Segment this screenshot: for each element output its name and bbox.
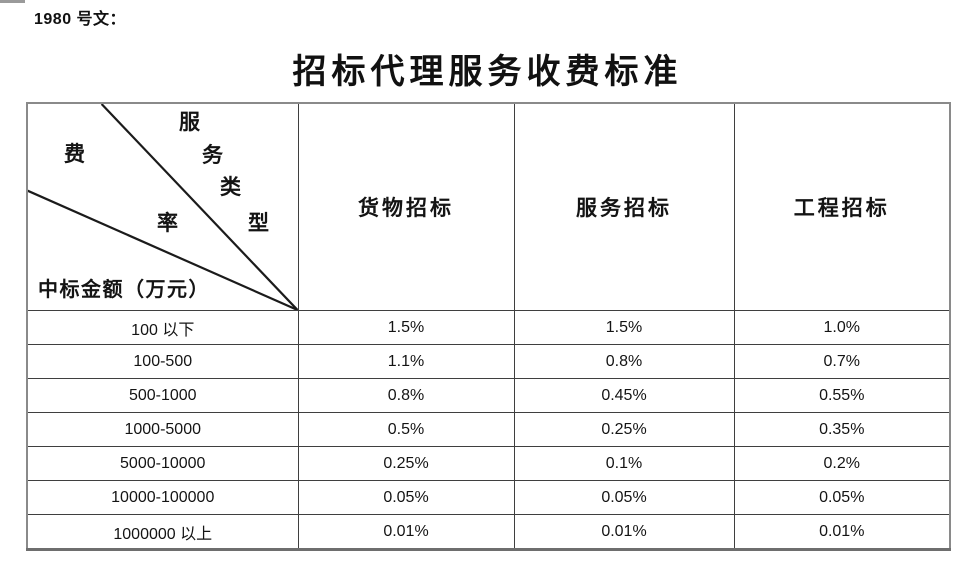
fee-value: 1.5% bbox=[513, 310, 735, 345]
row-label: 1000000 以上 bbox=[26, 514, 299, 550]
table-row: 5000-10000 0.25% 0.1% 0.2% bbox=[26, 446, 951, 481]
column-header-service-bidding: 服务招标 bbox=[513, 102, 735, 311]
row-label: 1000-5000 bbox=[26, 412, 299, 447]
corner-label-fee-rate-char-1: 费 bbox=[64, 142, 85, 166]
table-row: 100-500 1.1% 0.8% 0.7% bbox=[26, 344, 951, 379]
column-header-goods-bidding: 货物招标 bbox=[297, 102, 515, 311]
corner-label-service-type-char-2: 务 bbox=[202, 143, 223, 167]
fee-value: 0.01% bbox=[733, 514, 951, 550]
table-row: 500-1000 0.8% 0.45% 0.55% bbox=[26, 378, 951, 413]
fee-value: 0.25% bbox=[513, 412, 735, 447]
fee-value: 0.25% bbox=[297, 446, 515, 481]
table-row: 1000-5000 0.5% 0.25% 0.35% bbox=[26, 412, 951, 447]
row-label: 100-500 bbox=[26, 344, 299, 379]
fee-value: 0.35% bbox=[733, 412, 951, 447]
fee-value: 0.1% bbox=[513, 446, 735, 481]
table-row: 100 以下 1.5% 1.5% 1.0% bbox=[26, 310, 951, 345]
fee-value: 0.55% bbox=[733, 378, 951, 413]
fee-value: 0.01% bbox=[297, 514, 515, 550]
table-header-row: 服 务 类 型 费 率 中标金额（万元） 货物招标 服务招标 工程招标 bbox=[26, 102, 951, 311]
page-title: 招标代理服务收费标准 bbox=[292, 54, 683, 91]
diagonal-line-lower bbox=[28, 189, 297, 310]
corner-label-service-type-char-3: 类 bbox=[220, 175, 241, 199]
fee-value: 0.8% bbox=[513, 344, 735, 379]
fee-value: 0.7% bbox=[733, 344, 951, 379]
diagonal-header-cell: 服 务 类 型 费 率 中标金额（万元） bbox=[26, 102, 299, 311]
fee-value: 0.01% bbox=[513, 514, 735, 550]
fee-value: 1.0% bbox=[733, 310, 951, 345]
row-label: 10000-100000 bbox=[26, 480, 299, 515]
corner-label-fee-rate-char-2: 率 bbox=[157, 211, 178, 235]
fee-value: 0.5% bbox=[297, 412, 515, 447]
fee-value: 0.05% bbox=[733, 480, 951, 515]
fee-standard-table: 服 务 类 型 费 率 中标金额（万元） 货物招标 服务招标 工程招标 100 … bbox=[26, 102, 951, 551]
fee-value: 0.2% bbox=[733, 446, 951, 481]
fee-value: 1.1% bbox=[297, 344, 515, 379]
fee-value: 0.05% bbox=[297, 480, 515, 515]
row-label: 500-1000 bbox=[26, 378, 299, 413]
table-row: 10000-100000 0.05% 0.05% 0.05% bbox=[26, 480, 951, 515]
fee-value: 1.5% bbox=[297, 310, 515, 345]
diagonal-lines bbox=[28, 104, 297, 310]
row-label: 100 以下 bbox=[26, 310, 299, 345]
doc-reference-number: 1980 号文： bbox=[34, 11, 127, 28]
table-row: 1000000 以上 0.01% 0.01% 0.01% bbox=[26, 514, 951, 550]
corner-label-bid-amount: 中标金额（万元） bbox=[38, 279, 210, 301]
top-edge-artifact bbox=[0, 0, 25, 3]
fee-value: 0.8% bbox=[297, 378, 515, 413]
fee-value: 0.45% bbox=[513, 378, 735, 413]
column-header-engineering-bidding: 工程招标 bbox=[733, 102, 951, 311]
corner-label-service-type-char-1: 服 bbox=[179, 110, 200, 134]
diagonal-line-upper bbox=[100, 104, 297, 310]
row-label: 5000-10000 bbox=[26, 446, 299, 481]
fee-value: 0.05% bbox=[513, 480, 735, 515]
corner-label-service-type-char-4: 型 bbox=[248, 211, 269, 235]
